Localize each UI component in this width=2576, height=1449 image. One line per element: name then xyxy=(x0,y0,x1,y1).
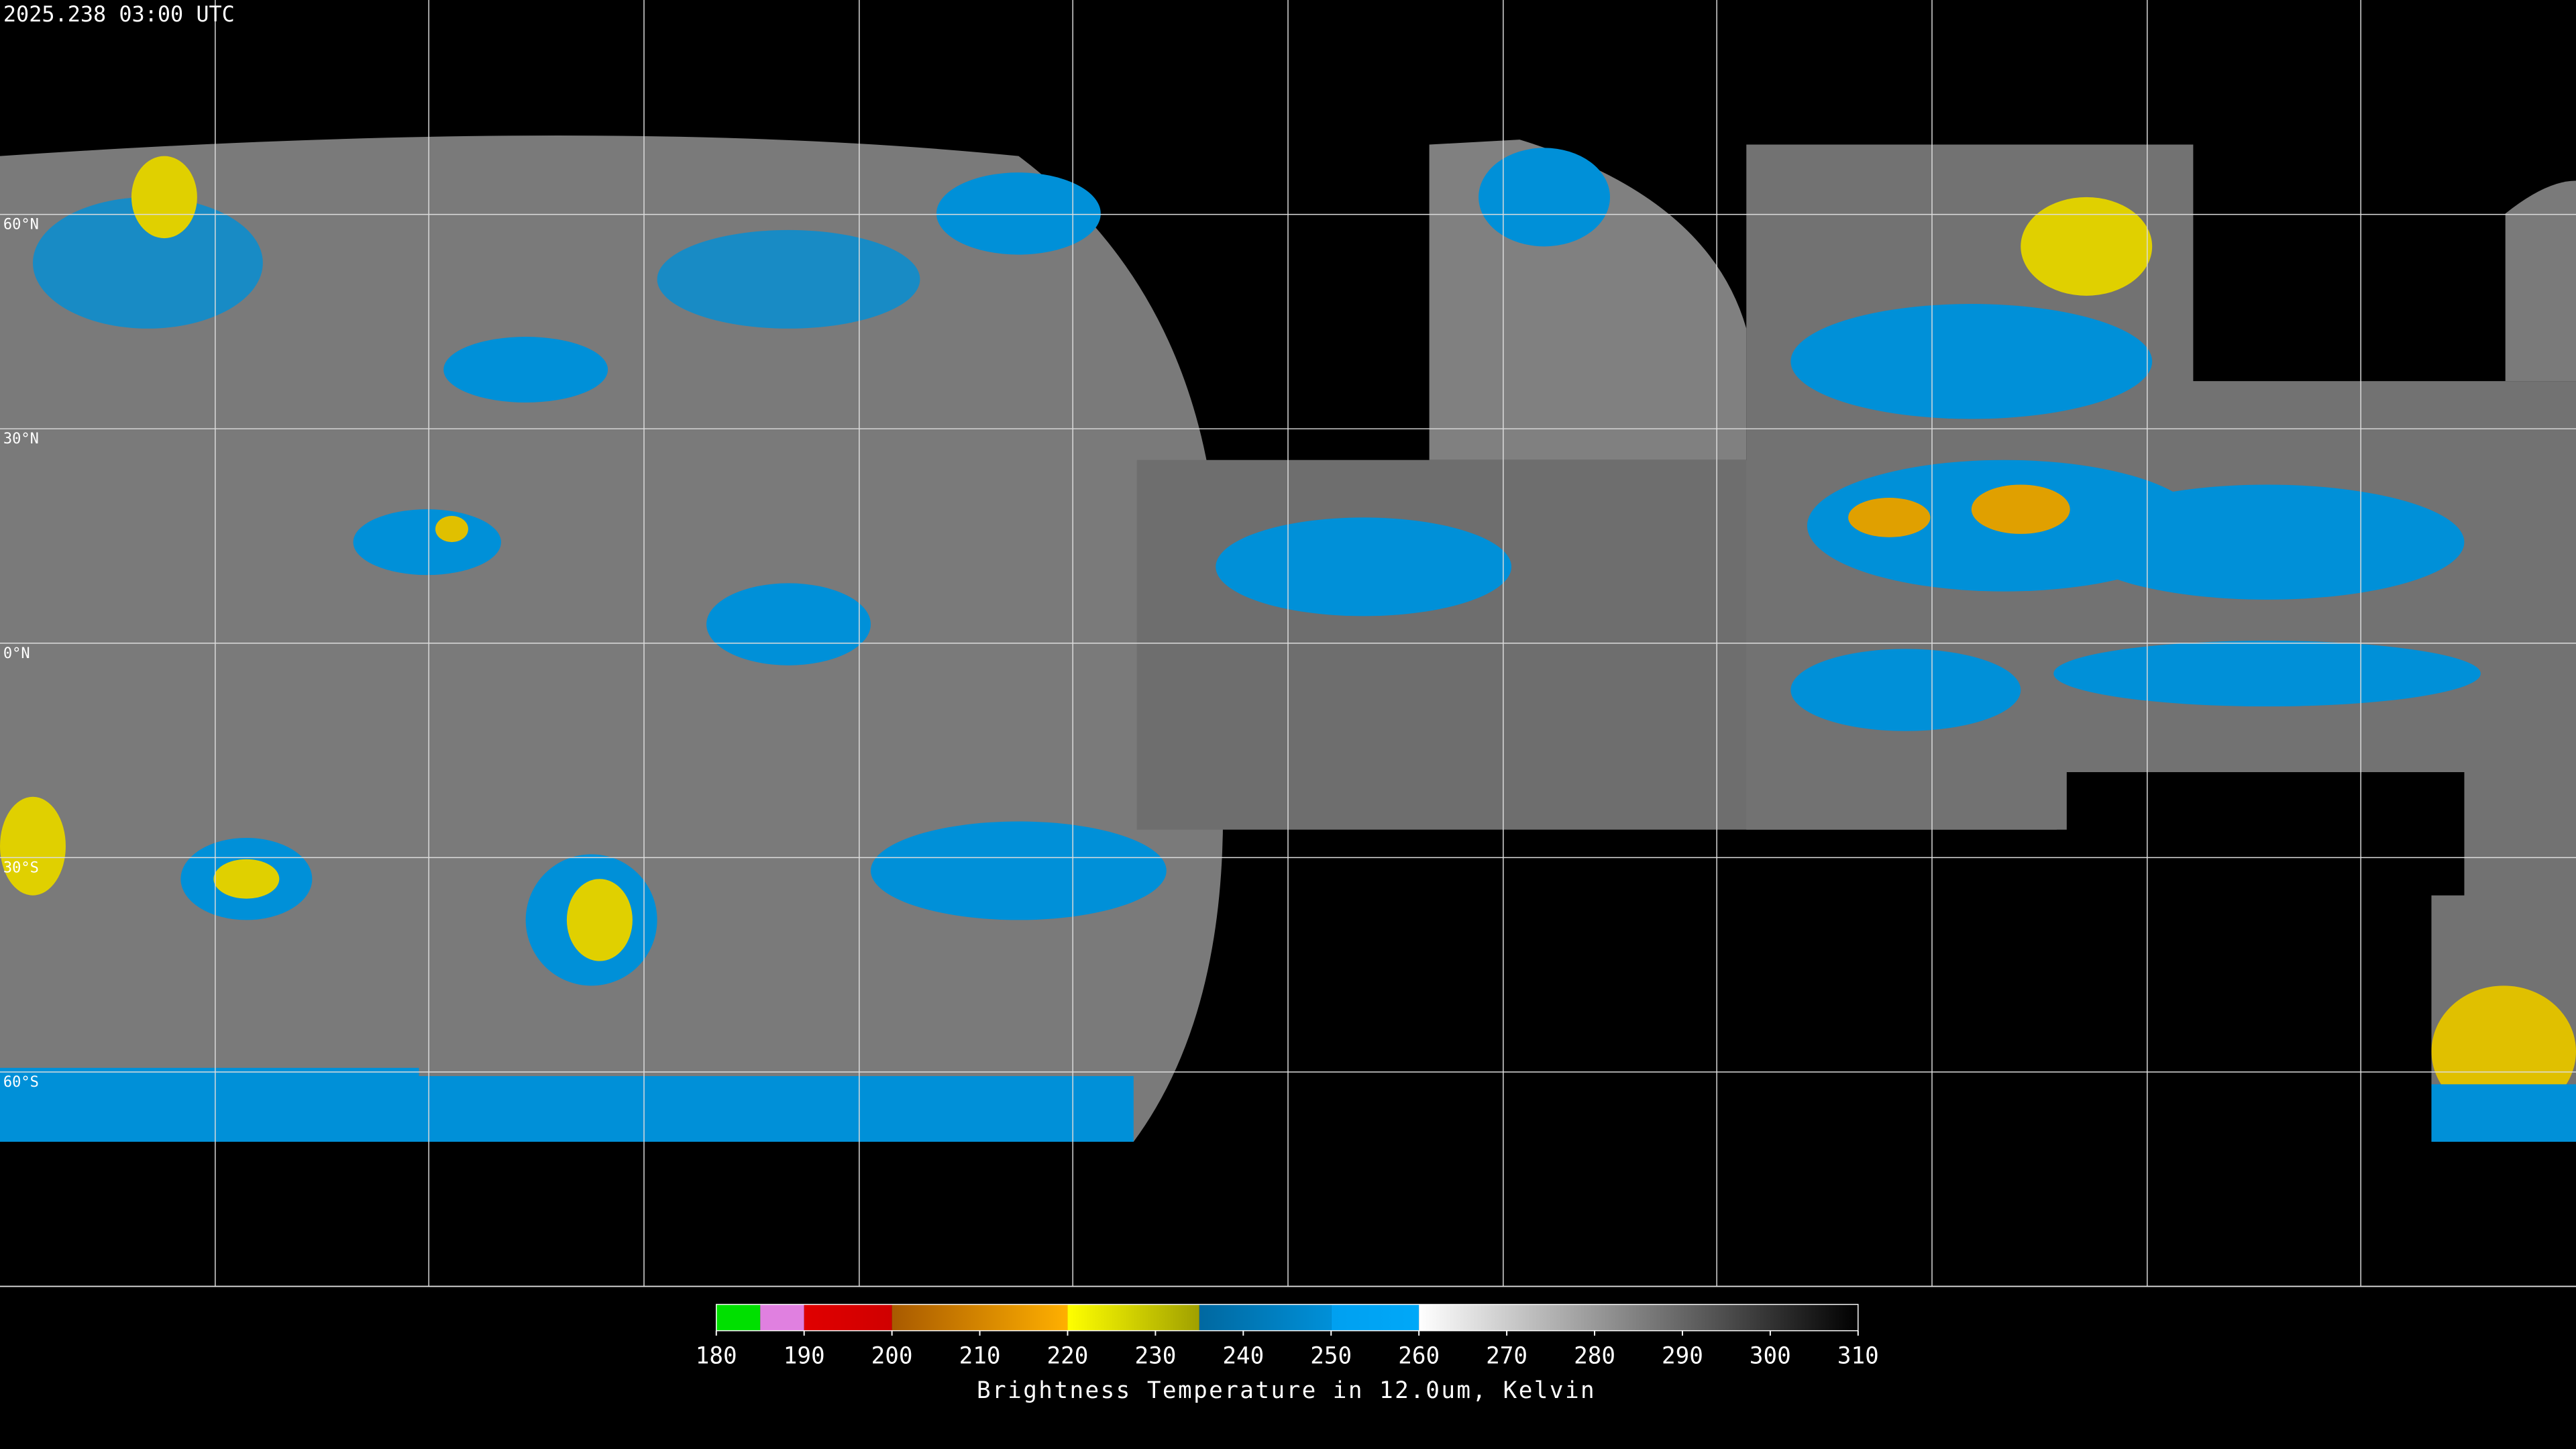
colorbar-tick-label: 220 xyxy=(1047,1343,1089,1370)
latitude-label: 30°S xyxy=(3,859,39,876)
colorbar-band xyxy=(760,1304,804,1331)
cloud xyxy=(870,821,1167,920)
colorbar-band xyxy=(1331,1304,1419,1331)
cloud xyxy=(435,515,468,543)
colorbar-band xyxy=(892,1304,1068,1331)
colorbar-title: Brightness Temperature in 12.0um, Kelvin xyxy=(977,1377,1596,1404)
colorbar-tick-label: 260 xyxy=(1398,1343,1440,1370)
colorbar-tick-label: 300 xyxy=(1750,1343,1791,1370)
cloud xyxy=(131,156,197,239)
cloud xyxy=(2021,197,2153,296)
cloud xyxy=(1790,304,2153,419)
coverage-pacific-east xyxy=(2505,180,2576,382)
colorbar-band xyxy=(1067,1304,1199,1331)
cloud xyxy=(32,197,263,329)
latitude-label: 60°S xyxy=(3,1074,39,1091)
colorbar-band xyxy=(716,1304,761,1331)
cloud xyxy=(1971,484,2070,534)
cloud xyxy=(443,337,608,402)
latitude-label: 30°N xyxy=(3,431,39,447)
colorbar-tick-label: 200 xyxy=(871,1343,913,1370)
satellite-imagery xyxy=(0,136,2576,1142)
latitude-label: 60°N xyxy=(3,217,39,233)
colorbar-tick-label: 240 xyxy=(1222,1343,1264,1370)
colorbar-tick-label: 190 xyxy=(784,1343,825,1370)
cloud xyxy=(2070,484,2465,600)
cloud xyxy=(213,859,280,899)
cloud xyxy=(1479,148,1610,247)
cloud xyxy=(657,229,920,329)
cloud-band xyxy=(2431,1084,2576,1142)
cloud-band xyxy=(419,1076,1134,1142)
cloud xyxy=(353,509,501,576)
cloud-band xyxy=(0,1067,419,1142)
cloud xyxy=(2053,641,2481,707)
timestamp: 2025.238 03:00 UTC xyxy=(3,1,235,27)
colorbar-tick-label: 230 xyxy=(1134,1343,1176,1370)
cloud xyxy=(706,583,871,665)
colorbar-tick-label: 210 xyxy=(959,1343,1001,1370)
colorbar-frame xyxy=(716,1303,1859,1332)
colorbar-tick-label: 270 xyxy=(1486,1343,1527,1370)
latitude-label: 0°N xyxy=(3,645,30,662)
colorbar-band xyxy=(804,1304,892,1331)
colorbar-band xyxy=(1419,1304,1858,1331)
cloud xyxy=(1848,498,1931,537)
colorbar-tick-label: 310 xyxy=(1837,1343,1879,1370)
cloud xyxy=(566,879,633,961)
colorbar-tick-label: 280 xyxy=(1574,1343,1615,1370)
cloud xyxy=(936,172,1101,255)
colorbar-tick-label: 250 xyxy=(1310,1343,1352,1370)
colorbar-band xyxy=(1199,1304,1332,1331)
colorbar-tick-label: 290 xyxy=(1662,1343,1703,1370)
cloud xyxy=(1790,649,2021,731)
cloud xyxy=(0,796,66,896)
colorbar-tick-label: 180 xyxy=(696,1343,737,1370)
cloud xyxy=(1216,517,1512,616)
